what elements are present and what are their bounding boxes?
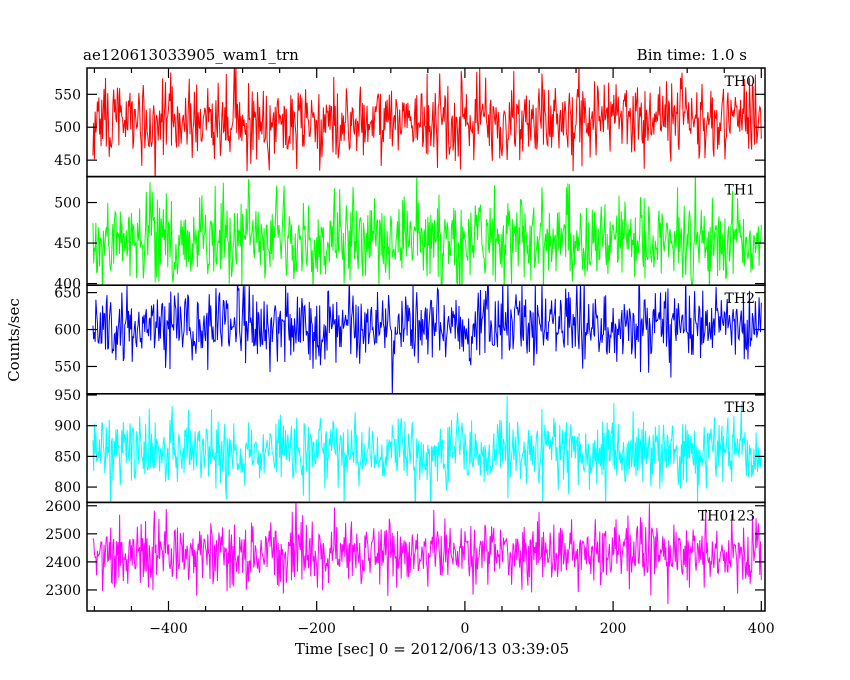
series-line-th3 xyxy=(92,395,762,503)
series-line-th1 xyxy=(92,176,762,286)
series-line-th0 xyxy=(92,68,762,177)
plot-title: ae120613033905_wam1_trn xyxy=(83,46,299,64)
y-tick-label-th0123: 2400 xyxy=(45,555,81,571)
x-tick-label: −400 xyxy=(149,621,187,637)
x-axis-label: Time [sec] 0 = 2012/06/13 03:39:05 xyxy=(295,640,569,658)
y-axis-label: Counts/sec xyxy=(5,298,23,382)
panel-label-th0123: TH0123 xyxy=(698,508,755,524)
panel-th0: 450 500 550 TH0 xyxy=(54,67,766,178)
y-tick-label-th3: 950 xyxy=(54,388,81,404)
y-tick-label-th0123: 2500 xyxy=(45,527,81,543)
y-tick-label-th0: 500 xyxy=(54,120,81,136)
x-tick-label: 200 xyxy=(600,621,627,637)
x-axis: −400 −200 0 200 400 xyxy=(93,68,775,637)
y-tick-label-th3: 800 xyxy=(54,480,81,496)
panel-label-th0: TH0 xyxy=(725,74,755,90)
bin-time-label: Bin time: 1.0 s xyxy=(637,46,747,64)
panel-th0123: 2300 2400 2500 2600 TH0123 xyxy=(45,499,766,612)
panel-th3: 800 850 900 950 TH3 xyxy=(54,388,766,504)
series-line-th0123 xyxy=(92,502,762,605)
y-tick-label-th0: 550 xyxy=(54,87,81,103)
y-tick-label-th0123: 2600 xyxy=(45,499,81,515)
y-tick-label-th1: 500 xyxy=(54,196,81,212)
y-tick-label-th0: 450 xyxy=(54,153,81,169)
panel-label-th1: TH1 xyxy=(725,183,755,199)
x-tick-label: 0 xyxy=(460,621,469,637)
x-tick-label: 400 xyxy=(748,621,775,637)
y-tick-label-th1: 450 xyxy=(54,236,81,252)
panel-label-th3: TH3 xyxy=(725,400,755,416)
panel-frame-th0123 xyxy=(86,501,766,612)
y-tick-label-th2: 650 xyxy=(54,286,81,302)
panel-th2: 550 600 650 TH2 xyxy=(54,284,766,395)
y-tick-label-th3: 900 xyxy=(54,419,81,435)
panel-label-th2: TH2 xyxy=(725,291,755,307)
y-tick-label-th2: 550 xyxy=(54,359,81,375)
series-line-th2 xyxy=(92,285,762,394)
y-tick-label-th1: 400 xyxy=(54,277,81,293)
y-tick-label-th0123: 2300 xyxy=(45,583,81,599)
x-tick-label: −200 xyxy=(297,621,335,637)
panel-th1: 400 450 500 TH1 xyxy=(54,175,766,293)
y-tick-label-th2: 600 xyxy=(54,323,81,339)
y-tick-label-th3: 850 xyxy=(54,449,81,465)
